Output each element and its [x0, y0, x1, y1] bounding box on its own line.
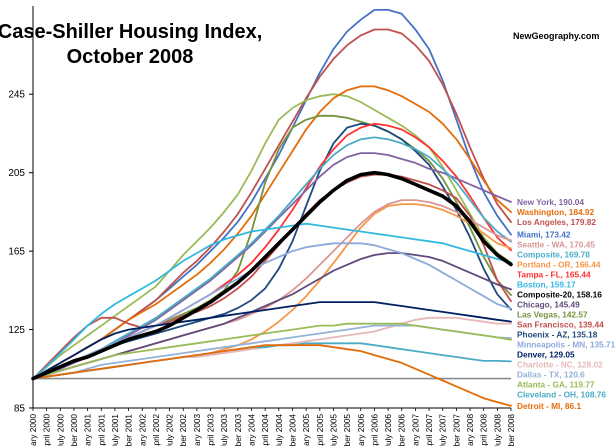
- axes: 85 125 165 205 245: [8, 6, 511, 415]
- series-line-denver: [32, 301, 512, 380]
- x-tick-label: January 2006: [357, 414, 366, 446]
- x-tick-label: January 2004: [248, 414, 257, 446]
- x-tick-label: July 2005: [329, 414, 338, 446]
- series-label-phoenix: Phoenix - AZ, 135.18: [517, 330, 598, 340]
- series-line-composite: [32, 136, 512, 380]
- series-label-minneapolis: Minneapolis - MN, 135.71: [517, 340, 615, 350]
- series-line-composite-20: [31, 170, 513, 381]
- series-label-boston: Boston, 159.17: [517, 280, 576, 290]
- series-label-los-angeles: Los Angeles, 179.82: [517, 217, 596, 227]
- y-tick-label: 165: [8, 247, 25, 258]
- x-tick-label: April 2002: [152, 414, 161, 446]
- series-label-composite-20: Composite-20, 158.16: [517, 290, 602, 300]
- series-label-charlotte: Charlotte - NC, 128.02: [517, 360, 603, 370]
- series-line-detroit: [32, 344, 512, 407]
- x-tick-label: April 2000: [43, 414, 52, 446]
- series-line-san-francisco: [32, 173, 512, 380]
- series-label-portland: Portland - OR, 166.44: [517, 260, 601, 270]
- x-tick-label: January 2001: [84, 414, 93, 446]
- series-label-new-york: New York, 190.04: [517, 197, 584, 207]
- y-tick-label: 245: [8, 90, 25, 101]
- x-tick-label: April 2001: [97, 414, 106, 446]
- x-tick-label: October 2000: [70, 414, 79, 446]
- x-tick-label: October 2003: [234, 414, 243, 446]
- chart-title-line-2: October 2008: [67, 46, 194, 68]
- series-label-detroit: Detroit - MI, 86.1: [517, 401, 581, 411]
- y-tick-label: 85: [14, 404, 26, 415]
- x-tick-label: April 2008: [480, 414, 489, 446]
- x-tick-label: July 2002: [166, 414, 175, 446]
- x-tick-label: April 2005: [316, 414, 325, 446]
- chart-title-line-1: Case-Shiller Housing Index,: [0, 21, 262, 43]
- x-tick-label: October 2007: [452, 414, 461, 446]
- series-label-dallas: Dallas - TX, 120.6: [517, 370, 585, 380]
- source-label: NewGeography.com: [513, 31, 599, 41]
- x-tick-label: January 2000: [29, 414, 38, 446]
- x-tick-label: July 2004: [275, 414, 284, 446]
- series-label-las-vegas: Las Vegas, 142.57: [517, 310, 588, 320]
- x-tick-label: October 2004: [288, 414, 297, 446]
- x-tick-label: July 2008: [493, 414, 502, 446]
- x-tick-label: July 2000: [56, 414, 65, 446]
- series-lines: [31, 8, 513, 407]
- series-label-san-francisco: San Francisco, 139.44: [517, 320, 604, 330]
- x-tick-label: January 2007: [411, 414, 420, 446]
- series-line-atlanta: [32, 322, 512, 380]
- x-tick-label: July 2003: [220, 414, 229, 446]
- x-tick-label: April 2003: [207, 414, 216, 446]
- series-label-tampa: Tampa - FL, 165.44: [517, 270, 591, 280]
- x-tick-label: January 2008: [466, 414, 475, 446]
- series-line-boston: [32, 222, 512, 380]
- x-tick-label: January 2002: [138, 414, 147, 446]
- y-tick-label: 205: [8, 168, 25, 179]
- series-label-seattle: Seattle - WA, 170.45: [517, 240, 595, 250]
- x-tick-label: July 2001: [111, 414, 120, 446]
- series-label-atlanta: Atlanta - GA, 119.77: [517, 380, 595, 390]
- series-label-composite: Composite, 169.78: [517, 250, 590, 260]
- series-label-chicago: Chicago, 145.49: [517, 300, 580, 310]
- x-tick-label: April 2007: [425, 414, 434, 446]
- x-axis-tick-labels: January 2000 April 2000 July 2000 October 2…: [29, 408, 516, 446]
- x-tick-label: October 2002: [179, 414, 188, 446]
- x-tick-label: October 2006: [398, 414, 407, 446]
- x-tick-label: October 2008: [507, 414, 516, 446]
- x-tick-label: July 2006: [384, 414, 393, 446]
- x-tick-label: October 2001: [125, 414, 134, 446]
- series-label-washington: Washington, 184.92: [517, 207, 595, 217]
- series-label-denver: Denver, 129.05: [517, 350, 575, 360]
- x-tick-label: April 2006: [370, 414, 379, 446]
- series-label-miami: Miami, 173.42: [517, 230, 571, 240]
- x-tick-label: January 2005: [302, 414, 311, 446]
- series-line-washington: [32, 85, 512, 380]
- series-label-cleveland: Cleveland - OH, 108.76: [517, 390, 606, 400]
- x-tick-label: July 2007: [439, 414, 448, 446]
- y-tick-label: 125: [8, 325, 25, 336]
- x-tick-label: January 2003: [193, 414, 202, 446]
- x-tick-label: October 2005: [343, 414, 352, 446]
- x-tick-label: April 2004: [261, 414, 270, 446]
